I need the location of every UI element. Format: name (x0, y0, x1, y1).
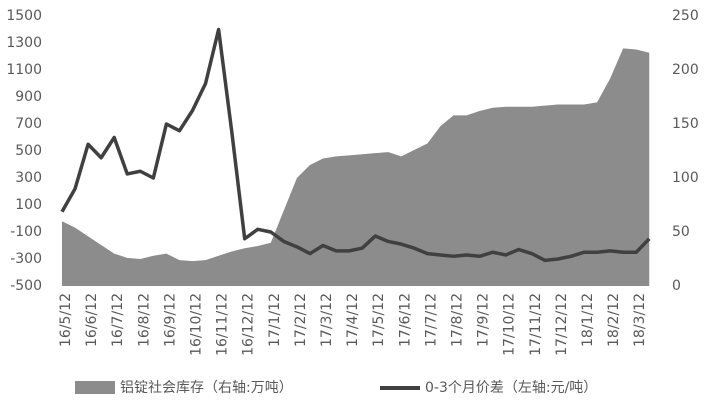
x-tick-label: 16/8/12 (136, 293, 152, 347)
x-tick-label: 17/7/12 (423, 293, 439, 347)
x-tick-label: 18/1/12 (580, 293, 596, 347)
y2-tick-label: 100 (672, 170, 699, 186)
y-tick-label: -100 (10, 224, 42, 240)
y-tick-label: -300 (10, 251, 42, 267)
x-tick-label: 18/3/12 (632, 293, 648, 347)
x-tick-label: 17/6/12 (397, 293, 413, 347)
y-tick-label: 100 (15, 197, 42, 213)
x-tick-label: 17/3/12 (319, 293, 335, 347)
y-tick-label: 1300 (6, 35, 42, 51)
y-tick-label: 1100 (6, 62, 42, 78)
x-tick-label: 16/11/12 (215, 293, 231, 356)
area (62, 48, 650, 287)
y2-tick-label: 200 (672, 62, 699, 78)
y2-tick-label: 50 (672, 224, 690, 240)
legend-label: 铝锭社会库存（右轴:万吨） (120, 380, 293, 396)
legend-label: 0-3个月价差（左轴:元/吨） (425, 380, 597, 396)
x-tick-label: 16/7/12 (110, 293, 126, 347)
x-tick-label: 16/5/12 (58, 293, 74, 347)
y-tick-label: 700 (15, 116, 42, 132)
x-tick-label: 17/5/12 (371, 293, 387, 347)
x-tick-label: 16/9/12 (162, 293, 178, 347)
y2-tick-label: 250 (672, 8, 699, 24)
y2-tick-label: 150 (672, 116, 699, 132)
line (60, 27, 651, 263)
y-tick-label: 900 (15, 89, 42, 105)
x-tick-label: 17/11/12 (528, 293, 544, 356)
x-tick-label: 17/8/12 (450, 293, 466, 347)
x-tick-label: 17/1/12 (267, 293, 283, 347)
y-tick-label: 500 (15, 143, 42, 159)
legend-swatch (75, 381, 115, 394)
x-tick-label: 17/10/12 (502, 293, 518, 356)
x-tick-label: 17/4/12 (345, 293, 361, 347)
x-tick-label: 17/9/12 (476, 293, 492, 347)
x-tick-label: 16/10/12 (189, 293, 205, 356)
y-tick-label: -500 (10, 278, 42, 294)
x-tick-label: 17/2/12 (293, 293, 309, 347)
y-tick-label: 1500 (6, 8, 42, 24)
x-tick-label: 17/12/12 (554, 293, 570, 356)
x-tick-label: 16/6/12 (84, 293, 100, 347)
x-tick-label: 16/12/12 (241, 293, 257, 356)
y2-tick-label: 0 (672, 278, 681, 294)
y-tick-label: 300 (15, 170, 42, 186)
x-tick-label: 18/2/12 (606, 293, 622, 347)
